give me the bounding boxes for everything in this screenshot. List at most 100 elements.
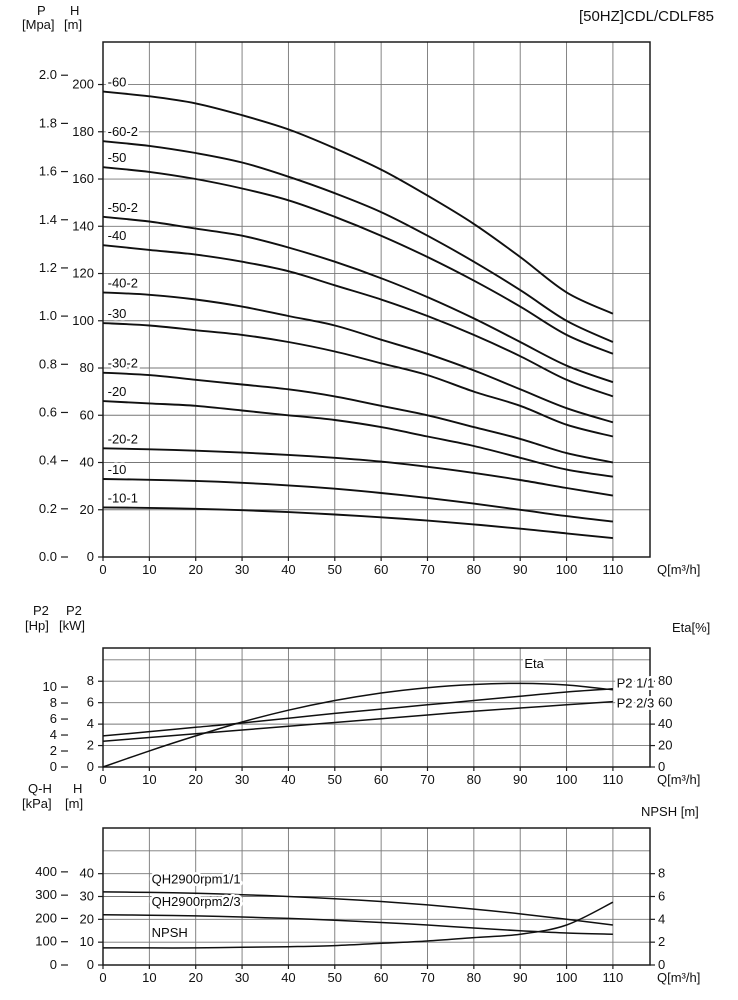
m-tick-label: 20 xyxy=(80,911,94,926)
head-tick-label: 80 xyxy=(80,360,94,375)
curve-60 xyxy=(102,90,614,315)
head-tick-label: 40 xyxy=(80,455,94,470)
x-tick-label: 100 xyxy=(556,970,578,985)
x-tick-label: 70 xyxy=(420,970,434,985)
pressure-tick-label: 0.6 xyxy=(39,404,57,419)
stage-kpa-axis-name: Q-H xyxy=(28,781,52,796)
kpa-tick-label: 200 xyxy=(35,910,57,925)
npsh-tick-label: 0 xyxy=(658,957,665,972)
x-tick-label: 110 xyxy=(603,562,624,577)
head-tick-label: 20 xyxy=(80,502,94,517)
head-tick-label: 160 xyxy=(72,171,94,186)
x-tick-label: 60 xyxy=(374,772,388,787)
x-tick-label: 60 xyxy=(374,970,388,985)
kpa-tick-label: 400 xyxy=(35,864,57,879)
curve-label-20-2: -20-2 xyxy=(108,431,138,446)
kw-tick-label: 0 xyxy=(87,759,94,774)
plot-frame-main xyxy=(102,41,651,558)
eta-tick-label: 40 xyxy=(658,716,672,731)
x-tick-label: 50 xyxy=(328,562,342,577)
x-tick-label: 40 xyxy=(281,772,295,787)
plot-frame-stage xyxy=(102,827,651,966)
curve-label-NPSH: NPSH xyxy=(152,925,188,940)
hp-tick-label: 0 xyxy=(50,759,57,774)
x-tick-label: 20 xyxy=(188,970,202,985)
pressure-tick-label: 0.0 xyxy=(39,549,57,564)
x-tick-label: 10 xyxy=(142,970,156,985)
m-tick-label: 0 xyxy=(87,957,94,972)
pressure-tick-label: 1.0 xyxy=(39,308,57,323)
power-kw-axis-unit: [kW] xyxy=(59,618,85,633)
curve-20 xyxy=(102,400,614,478)
pressure-tick-label: 1.6 xyxy=(39,164,57,179)
x-tick-label: 0 xyxy=(99,772,106,787)
pressure-tick-label: 1.4 xyxy=(39,212,57,227)
pressure-tick-label: 1.8 xyxy=(39,115,57,130)
curve-label-50-2: -50-2 xyxy=(108,200,138,215)
kpa-tick-label: 300 xyxy=(35,887,57,902)
curve-label-10: -10 xyxy=(108,462,127,477)
curve-label-50: -50 xyxy=(108,150,127,165)
pressure-tick-label: 1.2 xyxy=(39,260,57,275)
main-head-axis-name: H xyxy=(70,3,80,18)
x-tick-label: 80 xyxy=(467,562,481,577)
x-tick-label: 0 xyxy=(99,562,106,577)
kw-tick-label: 4 xyxy=(87,716,94,731)
m-tick-label: 10 xyxy=(80,934,94,949)
kpa-tick-label: 0 xyxy=(50,957,57,972)
curve-Eta xyxy=(102,682,613,768)
main-head-axis-unit: [m] xyxy=(64,17,83,32)
main-pressure-axis-unit: [Mpa] xyxy=(22,17,55,32)
head-tick-label: 120 xyxy=(72,266,94,281)
x-tick-label: 50 xyxy=(328,772,342,787)
plot-frame-power xyxy=(102,647,651,768)
x-axis-label: Q[m³/h] xyxy=(657,562,700,577)
x-tick-label: 20 xyxy=(188,562,202,577)
curve-label-20: -20 xyxy=(108,384,127,399)
efficiency-axis-label: Eta[%] xyxy=(672,620,711,635)
curve-30-2 xyxy=(102,371,614,464)
hp-tick-label: 8 xyxy=(50,695,57,710)
curve-label-Eta: Eta xyxy=(524,656,544,671)
kpa-tick-label: 100 xyxy=(35,934,57,949)
m-tick-label: 30 xyxy=(80,889,94,904)
hp-tick-label: 2 xyxy=(50,743,57,758)
stage-head-axis-unit: [m] xyxy=(65,796,84,811)
x-tick-label: 10 xyxy=(142,772,156,787)
curve-label-P2-1-1: P2 1/1 xyxy=(617,675,655,690)
pressure-tick-label: 0.8 xyxy=(39,356,57,371)
curve-50-2 xyxy=(102,215,614,384)
curve-label-30: -30 xyxy=(108,306,127,321)
pressure-tick-label: 2.0 xyxy=(39,67,57,82)
npsh-tick-label: 8 xyxy=(658,866,665,881)
curve-label-QH2900rpm1-1: QH2900rpm1/1 xyxy=(152,871,241,886)
kw-tick-label: 6 xyxy=(87,695,94,710)
npsh-tick-label: 4 xyxy=(658,911,665,926)
head-tick-label: 140 xyxy=(72,218,94,233)
curve-60-2 xyxy=(102,140,614,343)
npsh-axis-label: NPSH [m] xyxy=(641,804,699,819)
pressure-tick-label: 0.4 xyxy=(39,453,57,468)
x-tick-label: 80 xyxy=(467,772,481,787)
curve-NPSH xyxy=(102,901,614,949)
stage-head-axis-name: H xyxy=(73,781,83,796)
x-tick-label: 110 xyxy=(603,970,624,985)
power-hp-axis-unit: [Hp] xyxy=(25,618,49,633)
head-tick-label: 0 xyxy=(87,549,94,564)
kw-tick-label: 2 xyxy=(87,738,94,753)
x-tick-label: 30 xyxy=(235,772,249,787)
x-tick-label: 30 xyxy=(235,970,249,985)
head-tick-label: 180 xyxy=(72,124,94,139)
curve-label-10-1: -10-1 xyxy=(108,490,138,505)
x-axis-label: Q[m³/h] xyxy=(657,772,700,787)
x-tick-label: 60 xyxy=(374,562,388,577)
x-tick-label: 40 xyxy=(281,562,295,577)
x-tick-label: 30 xyxy=(235,562,249,577)
main-pressure-axis-name: P xyxy=(37,3,46,18)
chart-title: [50HZ]CDL/CDLF85 xyxy=(578,8,714,25)
pressure-tick-label: 0.2 xyxy=(39,501,57,516)
x-tick-label: 10 xyxy=(142,562,156,577)
eta-tick-label: 20 xyxy=(658,738,672,753)
curve-30 xyxy=(102,322,614,438)
hp-tick-label: 6 xyxy=(50,711,57,726)
